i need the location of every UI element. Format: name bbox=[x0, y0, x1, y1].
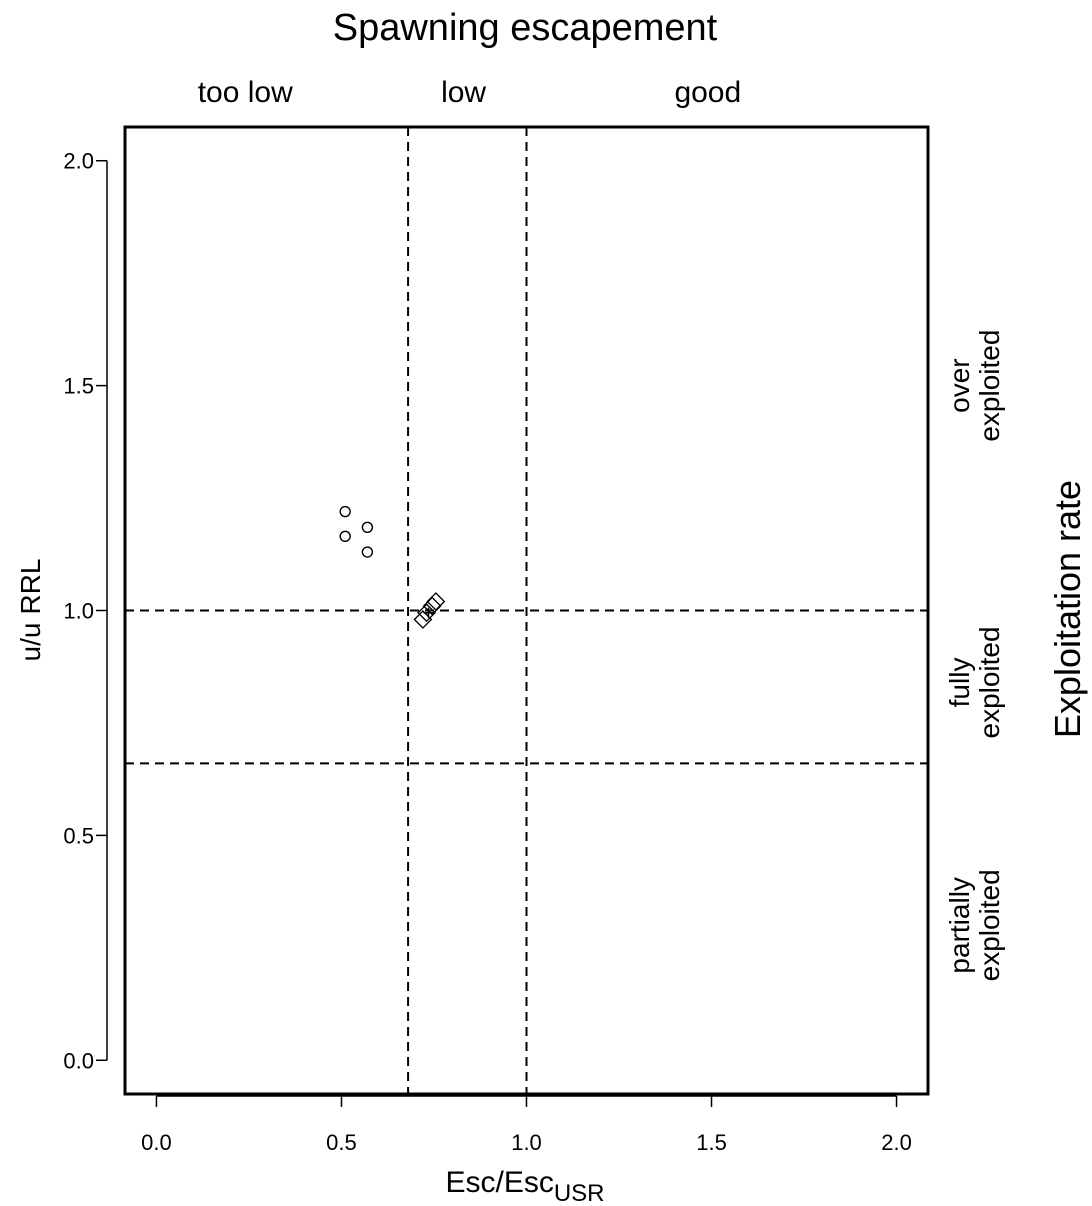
right-zone-label-line: exploited bbox=[974, 869, 1005, 981]
top-zone-label: low bbox=[441, 76, 486, 109]
reference-lines bbox=[125, 127, 928, 1094]
y-tick-label: 1.5 bbox=[63, 374, 94, 399]
right-zone-label-line: over bbox=[944, 358, 975, 412]
diamond-point bbox=[417, 603, 437, 623]
top-zone-label: too low bbox=[198, 76, 293, 109]
circle-point bbox=[339, 505, 351, 518]
y-axis-label-main: u/u bbox=[15, 623, 46, 662]
diamond-point bbox=[426, 592, 446, 611]
diamond-point bbox=[422, 596, 442, 616]
x-tick-label: 1.5 bbox=[696, 1130, 727, 1155]
right-zone-label: fully exploited bbox=[944, 626, 1005, 738]
circle-point bbox=[339, 530, 351, 542]
right-zone-label: partially exploited bbox=[944, 869, 1005, 981]
y-tick-label: 0.5 bbox=[63, 823, 94, 848]
y-tick-label: 2.0 bbox=[63, 149, 94, 174]
top-zone-label: good bbox=[674, 76, 741, 109]
x-axis: 0.0 0.5 1.0 1.5 2.0 bbox=[141, 1095, 912, 1155]
y-axis-label: u/u RRL bbox=[15, 559, 46, 662]
circle-point bbox=[361, 546, 374, 558]
top-zone-labels: too low low good bbox=[198, 76, 741, 109]
x-axis-label-main: Esc/Esc bbox=[445, 1166, 553, 1199]
data-points bbox=[339, 505, 446, 629]
x-axis-label: Esc/EscUSR bbox=[445, 1166, 604, 1206]
x-tick-label: 2.0 bbox=[881, 1130, 912, 1155]
y-tick-label: 0.0 bbox=[63, 1048, 94, 1073]
x-tick-label: 0.5 bbox=[326, 1130, 357, 1155]
x-tick-label: 1.0 bbox=[511, 1130, 542, 1155]
y-axis: 0.0 0.5 1.0 1.5 2.0 bbox=[63, 149, 108, 1073]
plus-point bbox=[423, 607, 434, 618]
right-zone-label-line: fully bbox=[944, 658, 975, 708]
right-zone-label-line: exploited bbox=[974, 330, 1005, 442]
exploitation-rate-label: Exploitation rate bbox=[1047, 480, 1088, 738]
y-axis-label-sub: RRL bbox=[15, 559, 46, 615]
right-zone-label-line: exploited bbox=[974, 626, 1005, 738]
right-zone-label: over exploited bbox=[944, 330, 1005, 442]
chart-title: Spawning escapement bbox=[333, 7, 718, 49]
right-zone-label-line: partially bbox=[944, 877, 975, 973]
x-axis-label-sub: USR bbox=[554, 1180, 605, 1206]
y-tick-label: 1.0 bbox=[63, 599, 94, 624]
circle-point bbox=[361, 521, 374, 533]
x-tick-label: 0.0 bbox=[141, 1130, 172, 1155]
